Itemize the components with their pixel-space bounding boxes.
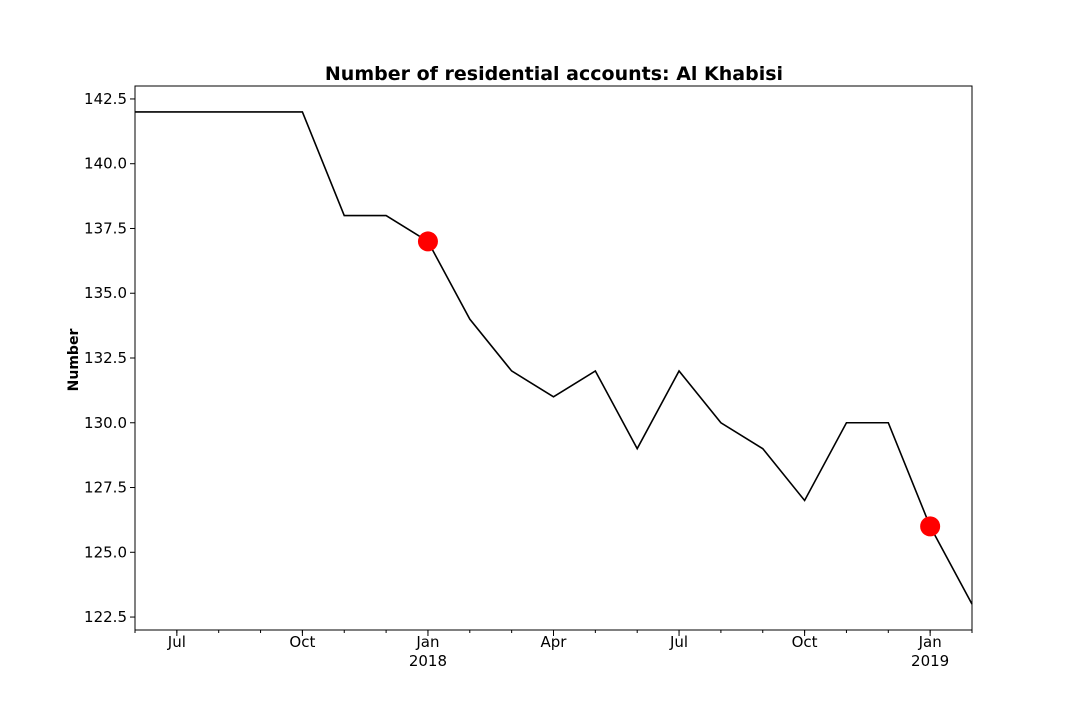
x-tick-label: Jan <box>918 633 942 651</box>
y-tick-label: 127.5 <box>84 479 127 497</box>
y-tick-label: 125.0 <box>84 543 127 561</box>
x-tick-label: Jan <box>415 633 439 651</box>
x-tick-year-label: 2019 <box>911 652 949 670</box>
y-tick-label: 132.5 <box>84 349 127 367</box>
plot-area: 122.5 125.0 127.5 130.0 132.5 135.0 137.5 140.0… <box>84 85 973 670</box>
x-tick-label: Apr <box>541 633 568 651</box>
x-tick-label: Jul <box>167 633 186 651</box>
y-tick-label: 122.5 <box>84 608 127 626</box>
series-line <box>135 111 973 605</box>
plot-frame <box>134 85 973 631</box>
highlight-point <box>920 516 941 537</box>
highlight-point <box>417 231 438 252</box>
y-tick-label: 140.0 <box>84 155 127 173</box>
y-tick-label: 142.5 <box>84 90 127 108</box>
x-tick-year-label: 2018 <box>409 652 447 670</box>
y-tick-label: 137.5 <box>84 219 127 237</box>
y-tick-label: 135.0 <box>84 284 127 302</box>
x-tick-label: Jul <box>669 633 688 651</box>
chart-title: Number of residential accounts: Al Khabi… <box>325 63 783 85</box>
x-tick-label: Oct <box>792 633 818 651</box>
x-tick-label: Oct <box>289 633 315 651</box>
y-tick-label: 130.0 <box>84 414 127 432</box>
y-axis-label: Number <box>66 329 82 392</box>
